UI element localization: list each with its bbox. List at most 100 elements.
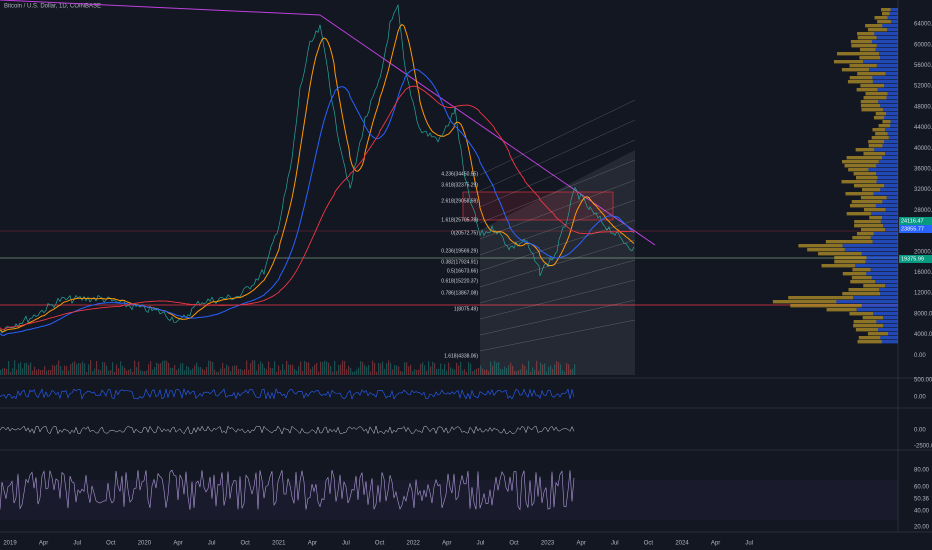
volume-bar xyxy=(24,362,26,375)
volume-profile-bar xyxy=(879,52,898,56)
time-axis-label: Jul xyxy=(477,541,485,547)
volume-bar xyxy=(162,360,164,375)
volume-bar xyxy=(216,371,218,375)
volume-profile-bar xyxy=(873,232,898,236)
volume-bar xyxy=(542,364,544,375)
volume-bar xyxy=(210,360,212,375)
volume-bar xyxy=(466,371,468,375)
volume-bar xyxy=(508,365,510,375)
volume-bar xyxy=(58,360,60,375)
volume-profile-bar xyxy=(874,16,888,20)
volume-bar xyxy=(274,361,276,375)
indicator-axis-label: -2500.00 xyxy=(914,444,932,450)
volume-profile-bar xyxy=(845,192,874,196)
volume-profile-bar xyxy=(788,296,854,300)
volume-bar xyxy=(186,365,188,375)
volume-profile-bar xyxy=(868,144,883,148)
fib-line xyxy=(479,299,636,336)
volume-profile-bar xyxy=(873,116,885,120)
volume-bar xyxy=(38,368,40,375)
fib-label: 0.5(16673.66) xyxy=(447,268,478,274)
volume-bar xyxy=(26,363,28,375)
volume-bar xyxy=(80,363,82,375)
volume-bar xyxy=(22,368,24,375)
volume-bar xyxy=(194,365,196,375)
volume-bar xyxy=(366,366,368,375)
volume-profile-bar xyxy=(860,196,887,200)
volume-bar xyxy=(456,362,458,375)
volume-bar xyxy=(552,369,554,375)
volume-profile-bar xyxy=(875,132,888,136)
volume-bar xyxy=(382,361,384,375)
volume-profile-bar xyxy=(825,240,873,244)
volume-profile-bar xyxy=(881,340,898,344)
volume-bar xyxy=(500,369,502,375)
volume-bar xyxy=(276,371,278,375)
indicator-axis-label: 60.00 xyxy=(914,485,930,491)
time-axis-label: Oct xyxy=(241,541,251,547)
time-axis-label: Apr xyxy=(39,541,48,547)
price-axis-label: 36000.00 xyxy=(914,166,932,172)
volume-bar xyxy=(48,369,50,375)
volume-bar xyxy=(506,368,508,375)
volume-bar xyxy=(206,367,208,375)
volume-profile-bar xyxy=(883,316,898,320)
volume-bar xyxy=(434,362,436,375)
volume-profile-bar xyxy=(865,260,898,264)
volume-profile-bar xyxy=(882,156,898,160)
volume-bar xyxy=(18,363,20,375)
volume-profile-bar xyxy=(865,24,883,28)
volume-bar xyxy=(214,369,216,375)
volume-bar xyxy=(178,368,180,375)
volume-bar xyxy=(290,364,292,375)
volume-profile-bar xyxy=(858,336,881,340)
volume-bar xyxy=(416,370,418,375)
volume-bar xyxy=(128,369,130,375)
volume-bar xyxy=(84,363,86,375)
volume-bar xyxy=(94,368,96,375)
volume-bar xyxy=(420,363,422,375)
volume-bar xyxy=(302,371,304,375)
volume-bar xyxy=(88,364,90,375)
volume-bar xyxy=(346,369,348,375)
volume-bar xyxy=(152,369,154,375)
volume-bar xyxy=(424,365,426,375)
volume-bar xyxy=(212,362,214,375)
price-axis-label: 48000.00 xyxy=(914,104,932,110)
volume-bar xyxy=(486,369,488,375)
volume-bar xyxy=(536,360,538,375)
volume-profile-bar xyxy=(890,8,898,12)
fib-line xyxy=(479,139,636,208)
volume-bar xyxy=(220,368,222,375)
volume-bar xyxy=(60,365,62,375)
volume-bar xyxy=(190,369,192,375)
volume-profile-bar xyxy=(870,236,898,240)
volume-profile-bar xyxy=(842,272,867,276)
volume-bar xyxy=(566,363,568,375)
volume-profile-bar xyxy=(848,288,880,292)
volume-profile-bar xyxy=(887,16,898,20)
volume-bar xyxy=(550,365,552,375)
volume-bar xyxy=(292,364,294,375)
volume-profile-bar xyxy=(841,180,877,184)
volume-bar xyxy=(332,371,334,375)
volume-profile-bar xyxy=(860,104,881,108)
indicator-axis-label: 50.36 xyxy=(914,497,930,503)
volume-bar xyxy=(394,365,396,375)
volume-profile-bar xyxy=(871,136,889,140)
volume-profile-bar xyxy=(861,108,884,112)
volume-profile-bar xyxy=(887,92,898,96)
volume-profile-bar xyxy=(849,312,874,316)
volume-profile-bar xyxy=(866,272,898,276)
fib-line xyxy=(479,279,636,320)
volume-bar xyxy=(112,362,114,375)
volume-bar xyxy=(404,362,406,375)
time-axis-label: Apr xyxy=(442,541,451,547)
price-tag-label: 24116.47 xyxy=(901,218,924,224)
volume-profile-bar xyxy=(862,316,884,320)
volume-bar xyxy=(204,369,206,375)
volume-bar xyxy=(280,370,282,375)
fib-line xyxy=(479,99,636,176)
volume-bar xyxy=(398,366,400,375)
